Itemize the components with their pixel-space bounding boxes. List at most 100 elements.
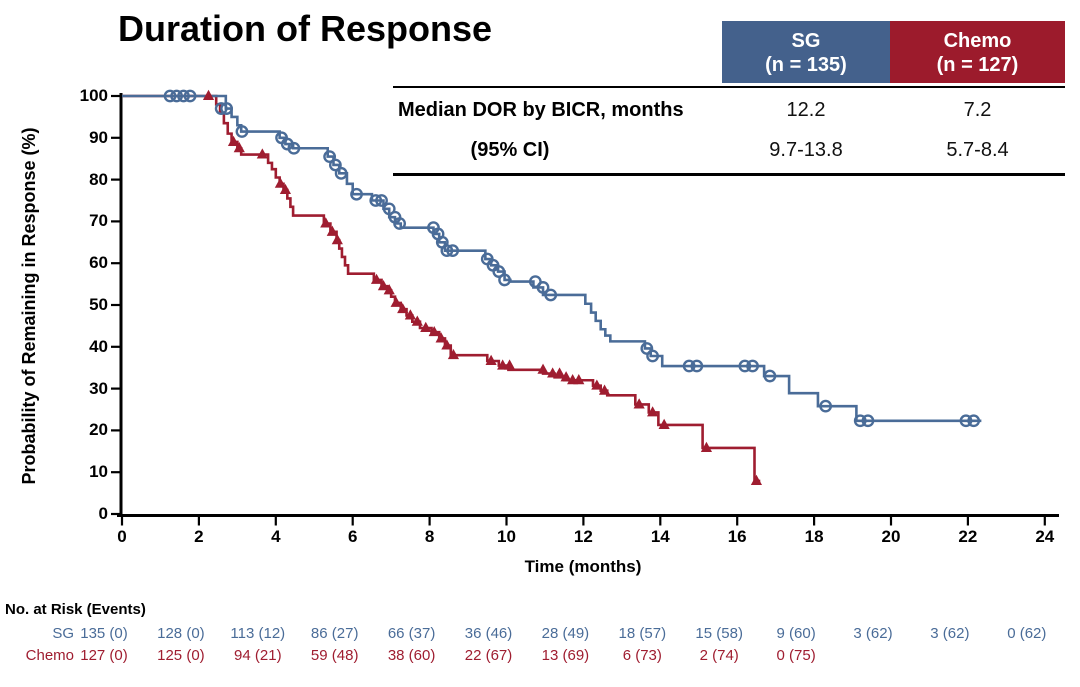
x-tick-label: 14	[650, 527, 670, 546]
y-tick-label: 50	[89, 295, 108, 314]
censor-mark-circle-sg	[690, 359, 704, 373]
x-tick-label: 0	[117, 527, 127, 546]
x-tick-label: 16	[727, 527, 747, 546]
censor-mark-circle-sg	[382, 202, 396, 216]
censor-mark-circle-sg	[746, 359, 759, 373]
legend-header-sg: SG (n = 135)	[722, 21, 890, 83]
risk-value: 0 (75)	[776, 647, 816, 664]
x-tick-label: 24	[1035, 527, 1055, 546]
censor-mark-circle-sg	[214, 102, 228, 115]
ci-sg-value: 9.7-13.8	[769, 139, 843, 161]
x-tick-label: 8	[424, 527, 435, 546]
risk-value: 125 (0)	[157, 647, 205, 664]
risk-value: 3 (62)	[930, 625, 970, 642]
censor-mark-triangle-chemo	[411, 315, 423, 326]
page-title: Duration of Response	[118, 8, 493, 49]
median-dor-sg-value: 12.2	[786, 99, 826, 121]
y-tick-label: 60	[89, 253, 108, 273]
risk-value: 128 (0)	[157, 625, 205, 642]
y-tick-label: 80	[89, 169, 108, 189]
censor-mark-circle-sg	[738, 359, 752, 373]
censor-mark-triangle-chemo	[435, 332, 447, 343]
ci-chemo-value: 5.7-8.4	[946, 139, 1009, 161]
x-tick-label: 20	[881, 527, 901, 546]
censor-mark-triangle-chemo	[377, 279, 390, 291]
ci-row-label: (95% CI)	[470, 139, 550, 161]
censor-mark-circle-sg	[235, 125, 249, 138]
censor-mark-triangle-chemo	[485, 354, 497, 366]
censor-mark-circle-sg	[492, 265, 506, 278]
censor-mark-circle-sg	[861, 414, 875, 428]
x-tick-label: 18	[804, 527, 824, 546]
x-tick-label: 2	[194, 527, 204, 546]
legend-chemo-n: (n = 127)	[936, 54, 1019, 76]
risk-value: 86 (27)	[310, 625, 359, 642]
censor-mark-circle-sg	[446, 244, 460, 258]
x-tick-label: 4	[271, 527, 281, 546]
censor-mark-circle-sg	[287, 141, 301, 155]
censor-mark-triangle-chemo	[397, 302, 409, 314]
censor-mark-triangle-chemo	[274, 177, 287, 188]
y-tick-label: 90	[89, 127, 108, 147]
censor-mark-triangle-chemo	[441, 339, 453, 350]
censor-mark-circle-sg	[323, 150, 337, 164]
y-tick-label: 30	[89, 378, 108, 398]
censor-mark-circle-sg	[369, 194, 383, 207]
median-dor-row-label: Median DOR by BICR, months	[398, 99, 684, 121]
censor-mark-triangle-chemo	[658, 418, 670, 429]
x-tick-label: 6	[347, 527, 358, 546]
risk-value: 113 (12)	[230, 625, 286, 642]
censor-mark-triangle-chemo	[390, 296, 402, 307]
censor-mark-triangle-chemo	[404, 309, 416, 320]
y-tick-label: 100	[79, 86, 108, 105]
risk-value: 28 (49)	[541, 625, 590, 642]
censor-mark-circle-sg	[967, 414, 981, 428]
censor-mark-circle-sg	[163, 89, 177, 103]
risk-value: 2 (74)	[699, 647, 739, 664]
risk-value: 94 (21)	[234, 647, 282, 664]
risk-value: 135 (0)	[80, 625, 128, 642]
censor-mark-triangle-chemo	[428, 325, 440, 337]
censor-mark-triangle-chemo	[331, 234, 343, 245]
censor-mark-triangle-chemo	[320, 217, 332, 228]
censor-mark-triangle-chemo	[227, 135, 240, 146]
censor-mark-triangle-chemo	[326, 225, 338, 236]
legend-sg-n: (n = 135)	[765, 54, 847, 76]
risk-row-label: Chemo	[25, 647, 74, 664]
censor-mark-circle-sg	[544, 288, 558, 302]
censor-mark-triangle-chemo	[503, 359, 516, 370]
censor-mark-circle-sg	[170, 89, 183, 103]
censor-mark-circle-sg	[959, 414, 973, 428]
censor-mark-circle-sg	[440, 244, 454, 258]
x-tick-label: 22	[958, 527, 978, 546]
censor-mark-circle-sg	[350, 187, 363, 201]
risk-value: 6 (73)	[622, 647, 662, 664]
summary-table-bottom-rule	[393, 173, 1065, 176]
summary-table-top-rule	[393, 86, 1065, 88]
censor-mark-triangle-chemo	[383, 284, 395, 295]
censor-mark-circle-sg	[334, 166, 348, 180]
risk-table-title: No. at Risk (Events)	[5, 601, 146, 618]
risk-row-chemo: Chemo 127 (0) 125 (0) 94 (21) 59 (48) 38 (60)…	[0, 647, 1080, 665]
censor-mark-triangle-chemo	[598, 384, 611, 395]
censor-mark-triangle-chemo	[591, 379, 603, 390]
censor-mark-triangle-chemo	[633, 398, 645, 409]
censor-mark-circle-sg	[646, 349, 660, 363]
censor-mark-circle-sg	[393, 217, 407, 230]
y-tick-label: 70	[89, 211, 108, 231]
risk-value: 66 (37)	[387, 625, 436, 642]
x-tick-label: 12	[573, 527, 593, 546]
censor-mark-triangle-chemo	[233, 142, 245, 153]
censor-mark-triangle-chemo	[279, 183, 292, 195]
censor-mark-circle-sg	[177, 89, 190, 103]
y-tick-label: 10	[89, 462, 108, 482]
censor-mark-triangle-chemo	[573, 374, 585, 385]
risk-value: 22 (67)	[464, 647, 513, 664]
risk-value: 13 (69)	[541, 647, 590, 664]
censor-mark-circle-sg	[819, 399, 833, 413]
risk-value: 15 (58)	[695, 625, 743, 642]
risk-value: 127 (0)	[80, 647, 128, 664]
y-tick-label: 0	[98, 504, 108, 523]
